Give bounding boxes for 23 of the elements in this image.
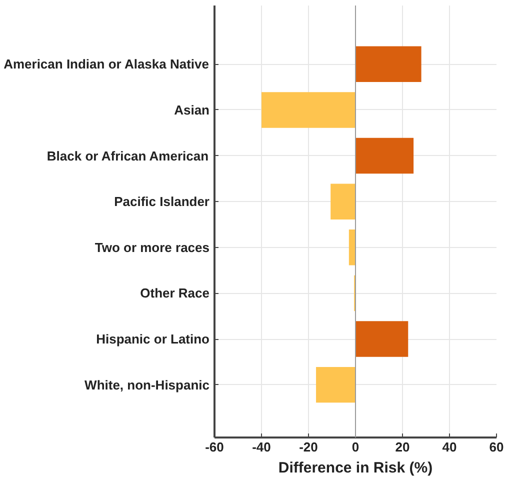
x-tick-label: -40	[252, 440, 271, 454]
bar	[348, 230, 356, 266]
y-tick-label: Other Race	[140, 286, 210, 301]
y-tick-label: Asian	[174, 102, 210, 118]
y-tick-label: American Indian or Alaska Native	[4, 56, 210, 72]
x-axis-title: Difference in Risk (%)	[278, 460, 433, 476]
y-tick-label: White, non-Hispanic	[84, 377, 210, 392]
y-tick-label: Two or more races	[94, 240, 210, 255]
x-tick-label: 40	[442, 440, 457, 454]
bar	[356, 46, 422, 82]
bar	[262, 92, 356, 128]
y-tick-label: Pacific Islander	[114, 194, 210, 210]
y-tick-label: Hispanic or Latino	[96, 332, 210, 347]
bar	[356, 138, 414, 174]
x-tick-label: -20	[299, 440, 318, 454]
bar	[356, 321, 408, 357]
bar	[316, 366, 356, 403]
x-tick-label: -60	[205, 440, 224, 454]
bar	[330, 184, 356, 220]
x-tick-label: 0	[352, 440, 360, 454]
x-tick-label: 20	[395, 440, 410, 454]
x-tick-label: 60	[489, 440, 504, 454]
y-tick-label: Black or African American	[46, 148, 209, 164]
